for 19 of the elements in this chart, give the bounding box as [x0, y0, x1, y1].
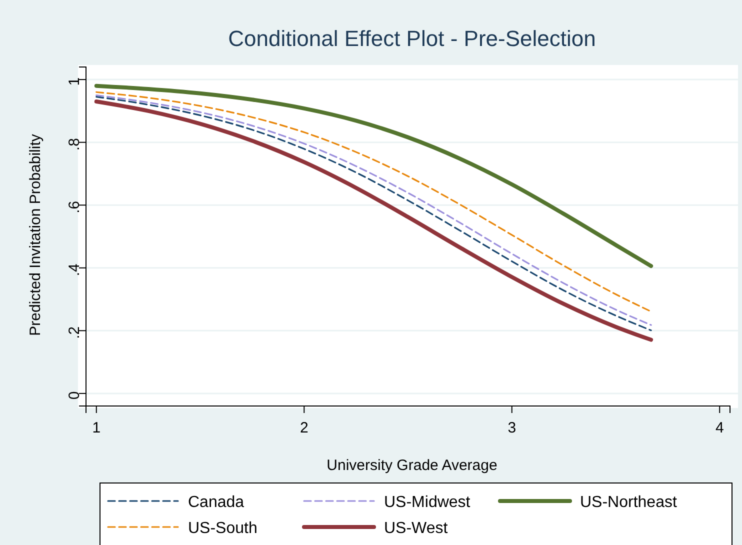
legend-label: US-West	[384, 520, 448, 537]
x-axis-title: University Grade Average	[326, 457, 498, 474]
y-tick-label: .8	[66, 138, 83, 151]
legend-label: Canada	[188, 494, 244, 511]
y-tick-label: 0	[66, 391, 83, 400]
y-tick-label: .2	[66, 326, 83, 339]
y-tick-label: 1	[66, 77, 83, 86]
x-tick-label: 3	[508, 420, 516, 436]
y-tick-label: .6	[66, 200, 83, 214]
x-tick-label: 1	[92, 420, 101, 436]
y-tick-label: .4	[66, 264, 83, 276]
legend-label: US-South	[188, 520, 258, 537]
line-series	[94, 84, 654, 268]
y-axis-title: Predicted Invitation Probability	[27, 134, 44, 336]
legend-label: US-Northeast	[580, 494, 678, 511]
x-tick-label: 4	[715, 420, 724, 436]
chart-title: Conditional Effect Plot - Pre-Selection	[228, 26, 596, 51]
legend-label: US-Midwest	[384, 494, 471, 511]
x-tick-label: 2	[300, 420, 308, 436]
